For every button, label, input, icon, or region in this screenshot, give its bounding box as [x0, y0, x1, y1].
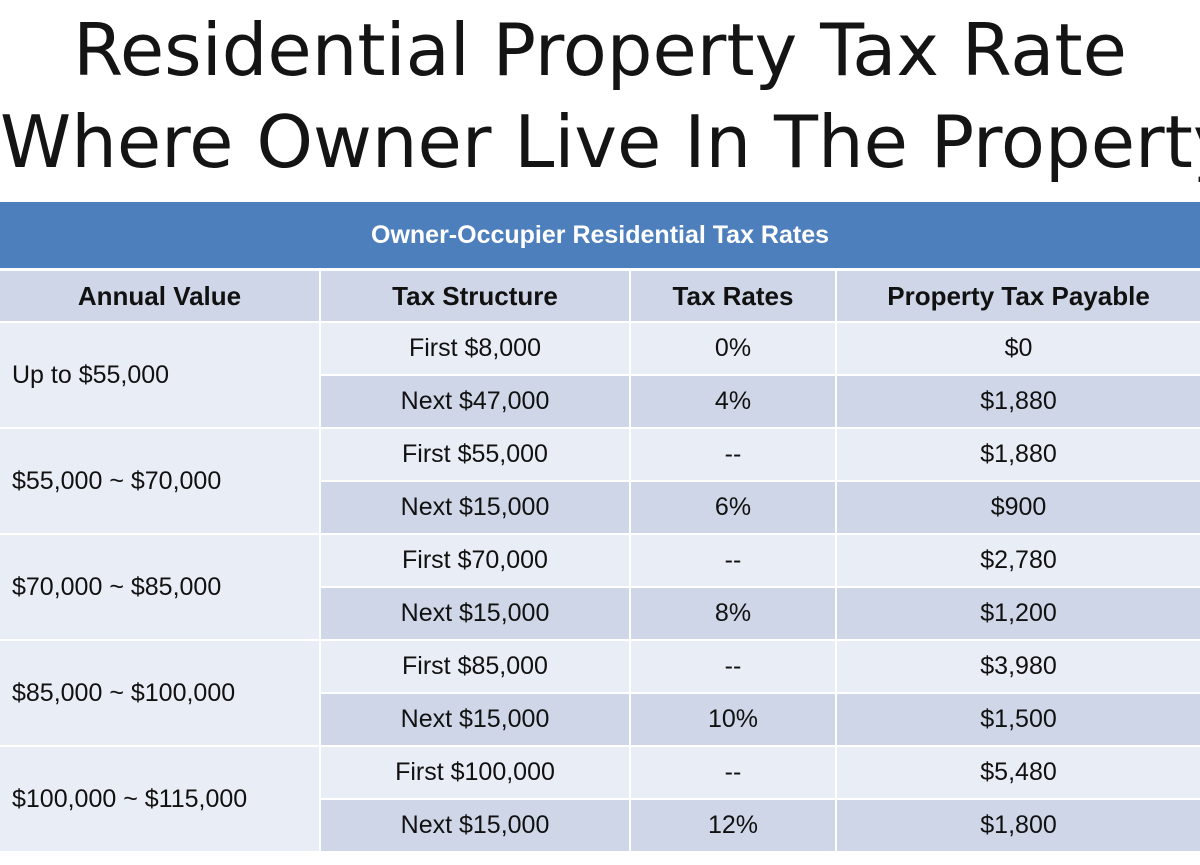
tax-rate-cell: 12%: [630, 799, 837, 853]
tax-rate-cell: --: [630, 428, 837, 482]
title-line-1: Residential Property Tax Rate: [73, 8, 1127, 92]
tax-rate-cell: --: [630, 640, 837, 694]
tax-rate-table: Owner-Occupier Residential Tax Rates Ann…: [0, 202, 1200, 853]
table-row: $70,000 ~ $85,000 First $70,000 -- $2,78…: [0, 534, 1200, 641]
title-line-2: Where Owner Live In The Property: [0, 100, 1200, 184]
annual-value-cell: $100,000 ~ $115,000: [0, 746, 321, 853]
table-row: $55,000 ~ $70,000 First $55,000 -- $1,88…: [0, 428, 1200, 535]
tax-payable-cell: $1,880: [836, 428, 1200, 482]
tax-structure-cell: Next $15,000: [320, 587, 631, 641]
page-title: Residential Property Tax Rate Where Owne…: [0, 0, 1200, 200]
tax-rate-cell: 10%: [630, 693, 837, 747]
header-tax-structure: Tax Structure: [320, 269, 631, 323]
tax-rate-cell: 8%: [630, 587, 837, 641]
tax-payable-cell: $1,200: [836, 587, 1200, 641]
tax-rate-cell: 4%: [630, 375, 837, 429]
tax-payable-cell: $2,780: [836, 534, 1200, 588]
tax-payable-cell: $3,980: [836, 640, 1200, 694]
table-row: $85,000 ~ $100,000 First $85,000 -- $3,9…: [0, 640, 1200, 747]
annual-value-cell: Up to $55,000: [0, 322, 321, 429]
tax-payable-cell: $1,880: [836, 375, 1200, 429]
table-caption: Owner-Occupier Residential Tax Rates: [0, 202, 1200, 271]
tax-payable-cell: $5,480: [836, 746, 1200, 800]
annual-value-cell: $85,000 ~ $100,000: [0, 640, 321, 747]
annual-value-cell: $55,000 ~ $70,000: [0, 428, 321, 535]
tax-structure-cell: First $100,000: [320, 746, 631, 800]
tax-payable-cell: $1,800: [836, 799, 1200, 853]
tax-rate-cell: --: [630, 534, 837, 588]
table-row: $100,000 ~ $115,000 First $100,000 -- $5…: [0, 746, 1200, 853]
tax-structure-cell: First $70,000: [320, 534, 631, 588]
tax-rate-cell: 0%: [630, 322, 837, 376]
table-row: Next $15,000 6% $900: [0, 481, 1200, 535]
tax-payable-cell: $1,500: [836, 693, 1200, 747]
table-row: Next $15,000 8% $1,200: [0, 587, 1200, 641]
tax-payable-cell: $0: [836, 322, 1200, 376]
tax-structure-cell: First $55,000: [320, 428, 631, 482]
table-row: Up to $55,000 First $8,000 0% $0: [0, 322, 1200, 429]
table-header-row: Annual Value Tax Structure Tax Rates Pro…: [0, 269, 1200, 323]
tax-structure-cell: Next $15,000: [320, 799, 631, 853]
header-tax-rates: Tax Rates: [630, 269, 837, 323]
tax-structure-cell: First $8,000: [320, 322, 631, 376]
table-row: Next $15,000 10% $1,500: [0, 693, 1200, 747]
tax-rate-table-container: Owner-Occupier Residential Tax Rates Ann…: [0, 202, 1200, 865]
header-annual-value: Annual Value: [0, 269, 321, 323]
tax-structure-cell: Next $15,000: [320, 481, 631, 535]
table-row: Next $47,000 4% $1,880: [0, 375, 1200, 429]
table-caption-row: Owner-Occupier Residential Tax Rates: [0, 202, 1200, 271]
table-row: Next $15,000 12% $1,800: [0, 799, 1200, 853]
tax-rate-cell: --: [630, 746, 837, 800]
tax-payable-cell: $900: [836, 481, 1200, 535]
tax-rate-cell: 6%: [630, 481, 837, 535]
header-property-tax-payable: Property Tax Payable: [836, 269, 1200, 323]
tax-structure-cell: Next $47,000: [320, 375, 631, 429]
tax-structure-cell: Next $15,000: [320, 693, 631, 747]
tax-structure-cell: First $85,000: [320, 640, 631, 694]
annual-value-cell: $70,000 ~ $85,000: [0, 534, 321, 641]
